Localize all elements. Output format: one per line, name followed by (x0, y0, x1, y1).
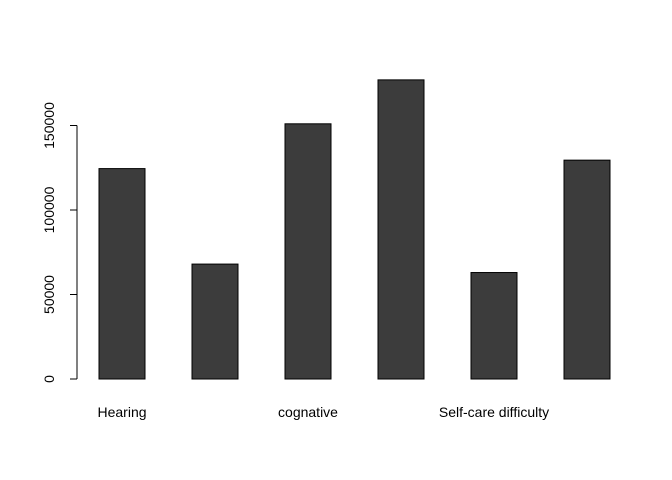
y-axis: 0 50000 100000 150000 (41, 102, 78, 383)
category-labels: Hearing cognative Self-care difficulty (97, 404, 549, 420)
bar (284, 123, 332, 380)
bar (470, 272, 518, 380)
bar (191, 263, 239, 380)
bar (563, 159, 611, 380)
bars (98, 79, 611, 380)
y-tick-label: 100000 (41, 186, 57, 233)
category-label: Self-care difficulty (439, 404, 549, 420)
y-tick-label: 0 (41, 375, 57, 383)
category-label: Hearing (97, 404, 146, 420)
bar (98, 168, 146, 380)
category-label: cognative (278, 404, 338, 420)
y-tick-label: 150000 (41, 102, 57, 149)
y-tick-label: 50000 (41, 275, 57, 314)
bar (377, 79, 425, 380)
